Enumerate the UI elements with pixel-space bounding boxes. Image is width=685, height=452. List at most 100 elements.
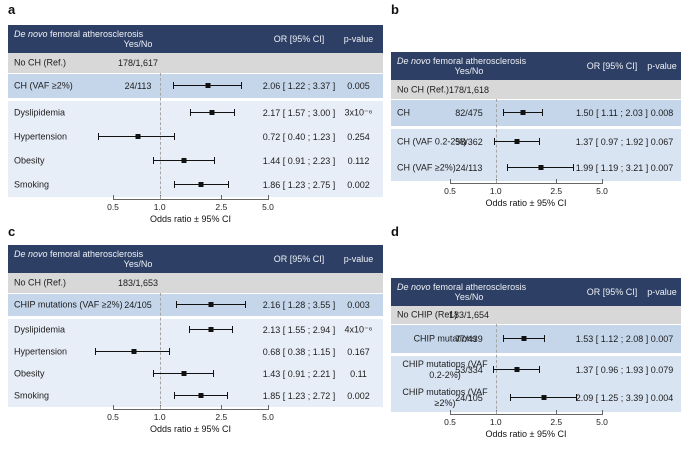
row-p-value: 0.008 [650,108,674,118]
ci-plot [8,385,383,407]
ci-plot [391,100,681,126]
column-header-or: OR [95% CI] [273,254,325,264]
axis-line [113,199,268,200]
forest-row: CH (VAF ≥2%) 24/113 1.99 [ 1.19 ; 3.21 ] 0.… [391,155,681,181]
ci-cap-left [189,326,191,333]
row-or-ci: 2.09 [ 1.25 ; 3.39 ] [575,393,649,403]
column-header-or: OR [95% CI] [586,287,638,297]
column-header-counts: Yes/No [123,259,153,269]
or-marker [135,134,141,139]
row-or-ci: 2.13 [ 1.55 ; 2.94 ] [262,325,336,335]
reference-row: No CH (Ref.) 178/1,617 [8,53,383,73]
row-or-ci: 1.86 [ 1.23 ; 2.75 ] [262,180,336,190]
ci-plot [8,341,383,363]
ci-plot [8,149,383,173]
forest-row: CH 82/475 1.50 [ 1.11 ; 2.03 ] 0.008 [391,100,681,126]
ci-cap-right [232,326,234,333]
x-axis: 0.5 1.0 2.5 5.0 Odds ratio ± 95% CI [391,179,681,221]
row-or-ci: 1.44 [ 0.91 ; 2.23 ] [262,156,336,166]
or-marker [514,139,520,144]
table-header: De novo femoral atherosclerosis Yes/No O… [8,245,383,273]
row-p-value: 0.002 [347,391,370,401]
row-label: Smoking [14,390,50,401]
reference-label: No CH (Ref.) [14,57,67,68]
column-header-counts: Yes/No [454,292,484,302]
axis-title: Odds ratio ± 95% CI [485,429,567,439]
panel-label: a [8,2,16,17]
row-p-value: 0.002 [347,180,370,190]
table-title: De novo femoral atherosclerosis [397,56,526,66]
reference-counts: 178/1,617 [117,58,159,68]
ci-cap-left [176,301,178,308]
row-label: CH (VAF 0.2-2%) [397,136,467,147]
axis-tick [556,410,558,415]
reference-counts: 183/1,653 [117,278,159,288]
ci-plot [8,125,383,149]
table-title-rest: femoral atherosclerosis [47,29,144,39]
row-label: Hypertension [14,346,68,357]
column-header-counts: Yes/No [454,66,484,76]
ci-cap-right [539,366,541,373]
ci-cap-right [173,133,175,140]
ci-plot [8,101,383,125]
table-title: De novo femoral atherosclerosis [14,29,143,39]
row-counts: 58/362 [455,137,483,147]
axis-tick [221,405,223,410]
axis-tick-label: 1.0 [153,202,166,212]
or-marker [181,371,187,376]
or-marker [514,367,520,372]
row-or-ci: 1.37 [ 0.97 ; 1.92 ] [575,137,649,147]
column-header-pvalue: p-value [343,34,374,44]
forest-row: CHIP mutations (VAF 0.2-2%) 53/334 1.37 [ … [391,356,681,384]
or-marker [131,349,137,354]
forest-rows: CHIP mutations (VAF ≥2%) 24/105 2.16 [ 1.2… [8,294,383,407]
axis-tick [113,195,114,200]
forest-row: CHIP mutations 77/439 1.53 [ 1.12 ; 2.08 ]… [391,325,681,353]
ci-plot [8,363,383,385]
panel-d: d De novo femoral atherosclerosis Yes/No… [391,224,681,439]
forest-row: CHIP mutations (VAF ≥2%) 24/105 2.09 [ 1.2… [391,384,681,412]
row-label: CHIP mutations (VAF 0.2-2%) [402,359,488,380]
ci-cap-left [493,138,495,145]
row-p-value: 0.11 [350,369,367,379]
row-p-value: 3x10⁻⁶ [344,107,373,118]
row-label: CHIP mutations (VAF ≥2%) [14,299,123,310]
axis-tick-label: 0.5 [444,417,456,427]
ci-plot [391,325,681,353]
ci-cap-left [153,157,155,164]
axis-tick-label: 0.5 [444,186,456,196]
ci-cap-left [502,109,504,116]
panel-b: b De novo femoral atherosclerosis Yes/No… [391,2,681,224]
x-axis: 0.5 1.0 2.5 5.0 Odds ratio ± 95% CI [8,405,383,447]
row-p-value: 0.003 [347,300,370,310]
or-marker [198,182,204,187]
ci-plot [8,294,383,316]
forest-row: Hypertension 0.72 [ 0.40 ; 1.23 ] 0.254 [8,125,383,149]
ci-cap-right [241,82,243,89]
ci-cap-right [169,348,171,355]
axis-tick-label: 1.0 [153,412,166,422]
axis-tick [450,410,451,415]
row-counts: 24/105 [124,300,152,310]
axis-tick-label: 1.0 [489,186,502,196]
or-marker [209,110,215,115]
ci-cap-right [542,109,544,116]
forest-row: Dyslipidemia 2.13 [ 1.55 ; 2.94 ] 4x10⁻⁶ [8,319,383,341]
axis-tick-label: 5.0 [596,186,608,196]
or-marker [205,83,211,88]
forest-row: Dyslipidemia 2.17 [ 1.57 ; 3.00 ] 3x10⁻⁶ [8,101,383,125]
ci-cap-left [173,181,175,188]
row-p-value: 0.067 [650,137,674,147]
reference-counts: 183/1,654 [448,310,490,320]
ci-cap-right [572,164,574,171]
row-label: CH [397,107,410,118]
axis-tick-label: 2.5 [215,412,228,422]
axis-tick-label: 2.5 [550,186,563,196]
axis-tick [602,410,603,415]
ci-plot [8,74,383,98]
forest-row: Smoking 1.85 [ 1.23 ; 2.72 ] 0.002 [8,385,383,407]
ci-cap-right [544,335,546,342]
or-marker [538,165,544,170]
or-marker [208,327,214,332]
axis-title: Odds ratio ± 95% CI [150,214,231,224]
